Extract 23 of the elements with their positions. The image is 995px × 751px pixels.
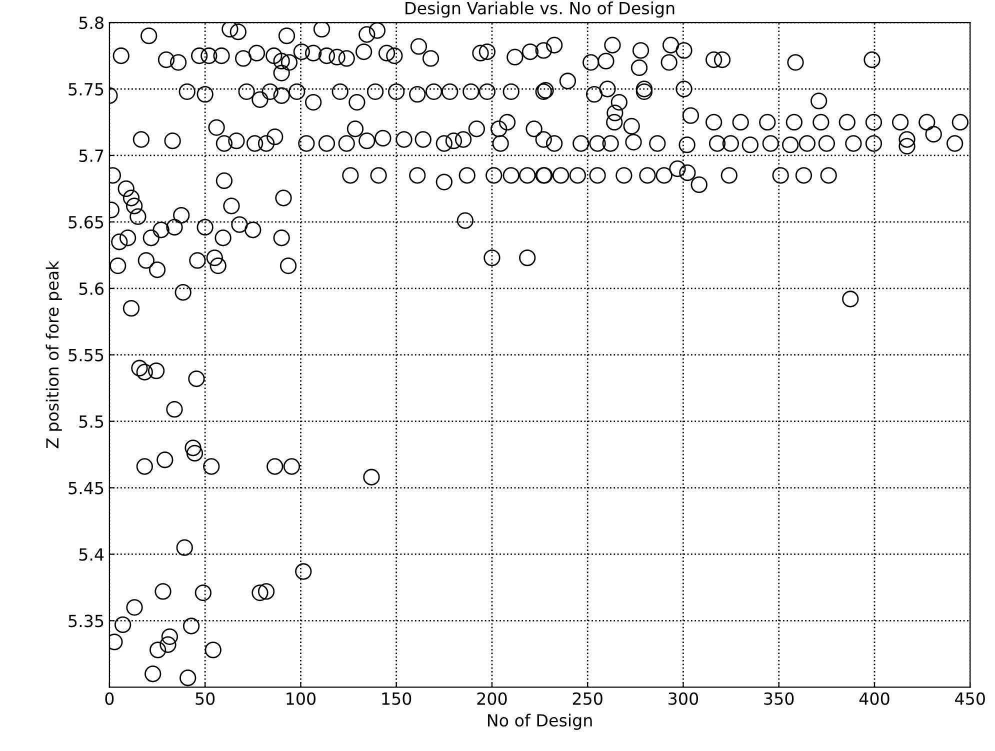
x-tick-label: 100 — [286, 692, 316, 705]
y-tick-label: 5.75 — [68, 83, 104, 96]
x-tick-label: 250 — [572, 692, 602, 705]
y-tick-label: 5.8 — [79, 16, 104, 30]
x-tick-label: 200 — [477, 692, 507, 705]
x-tick-label: 350 — [764, 692, 794, 705]
chart-title: Design Variable vs. No of Design — [406, 2, 674, 18]
x-tick-label: 450 — [955, 692, 985, 705]
x-tick-label: 300 — [668, 692, 698, 705]
y-axis-title: Z position of fore peak — [46, 260, 62, 448]
y-tick-label: 5.4 — [79, 548, 104, 561]
y-tick-label: 5.45 — [68, 482, 104, 494]
x-tick-label: 150 — [382, 692, 412, 705]
x-tick-label: 0 — [105, 692, 114, 705]
y-tick-label: 5.65 — [68, 216, 104, 228]
y-tick-label: 5.55 — [68, 349, 104, 362]
y-tick-label: 5.5 — [79, 415, 104, 428]
x-tick-label: 400 — [859, 692, 890, 705]
x-tick-label: 50 — [196, 692, 215, 705]
y-tick-label: 5.35 — [68, 614, 104, 628]
x-axis-title: No of Design — [488, 714, 592, 730]
y-tick-label: 5.6 — [79, 282, 104, 295]
y-tick-label: 5.7 — [79, 150, 104, 162]
